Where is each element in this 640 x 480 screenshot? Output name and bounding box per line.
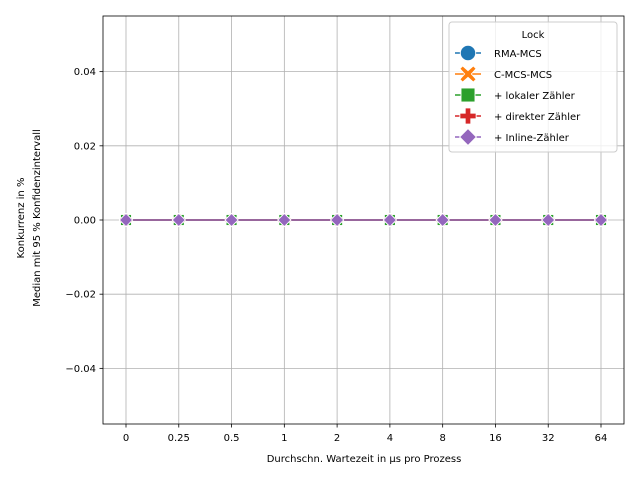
legend-entry: RMA-MCS <box>455 44 542 62</box>
x-tick-label: 64 <box>595 433 608 444</box>
data-point <box>540 212 556 228</box>
x-tick-label: 1 <box>281 433 287 444</box>
legend-entry: + Inline-Zähler <box>455 127 570 147</box>
data-point <box>224 212 239 228</box>
x-axis: 0 0.25 0.5 1 2 4 8 16 32 64 <box>123 424 608 444</box>
legend-marker <box>459 107 477 125</box>
legend: Lock RMA-MCS C-MCS-MCS + lokaler Zähler + d… <box>448 21 618 153</box>
legend-label: + Inline-Zähler <box>494 133 570 144</box>
legend-entry: + lokaler Zähler <box>455 87 576 103</box>
y-tick-label: 0.04 <box>74 67 96 78</box>
legend-label: C-MCS-MCS <box>494 70 552 81</box>
series-layer <box>118 212 609 228</box>
series-4 <box>118 212 609 228</box>
legend-marker <box>459 65 477 83</box>
legend-entry: C-MCS-MCS <box>455 65 552 83</box>
legend-entries: RMA-MCS C-MCS-MCS + lokaler Zähler + direkt… <box>455 44 581 147</box>
legend-marker <box>458 127 478 147</box>
y-tick-label: −0.02 <box>65 290 96 301</box>
legend-label: + direkter Zähler <box>494 112 581 123</box>
data-point <box>277 212 292 228</box>
x-axis-label: Durchschn. Wartezeit in µs pro Prozess <box>267 454 462 465</box>
legend-marker <box>460 87 476 103</box>
y-axis-label-line-2: Median mit 95 % Konfidenzintervall <box>32 129 43 307</box>
legend-label: RMA-MCS <box>494 49 542 60</box>
data-point <box>488 212 503 228</box>
legend-title: Lock <box>522 30 545 41</box>
data-point <box>171 212 187 228</box>
x-tick-label: 4 <box>387 433 393 444</box>
data-point <box>329 212 345 228</box>
data-point <box>382 212 398 228</box>
data-point <box>118 212 134 228</box>
x-tick-label: 8 <box>439 433 445 444</box>
x-tick-label: 32 <box>542 433 555 444</box>
x-tick-label: 0.25 <box>168 433 190 444</box>
y-tick-label: 0.00 <box>74 216 96 227</box>
legend-box <box>448 21 618 153</box>
y-tick-label: −0.04 <box>65 364 96 375</box>
x-tick-label: 0 <box>123 433 129 444</box>
legend-entry: + direkter Zähler <box>455 107 581 125</box>
x-tick-label: 2 <box>334 433 340 444</box>
data-point <box>435 212 450 228</box>
legend-marker <box>459 44 477 62</box>
x-tick-label: 16 <box>489 433 502 444</box>
data-point <box>593 212 609 228</box>
y-tick-label: 0.02 <box>74 141 96 152</box>
legend-label: + lokaler Zähler <box>494 91 576 102</box>
y-axis-label-line-1: Konkurrenz in % <box>16 178 27 259</box>
y-axis: −0.04 −0.02 0.00 0.02 0.04 <box>65 67 103 375</box>
x-tick-label: 0.5 <box>224 433 240 444</box>
